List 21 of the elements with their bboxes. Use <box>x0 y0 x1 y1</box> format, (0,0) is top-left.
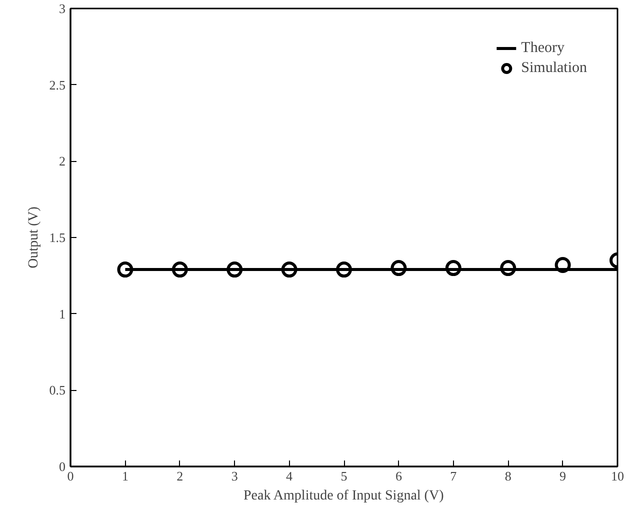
legend-label: Theory <box>521 40 564 56</box>
y-tick-label: 0.5 <box>49 382 66 398</box>
y-tick-label: 3 <box>59 1 66 16</box>
x-tick-label: 4 <box>286 468 294 484</box>
x-axis-title: Peak Amplitude of Input Signal (V) <box>243 488 444 504</box>
x-tick-label: 2 <box>176 468 184 484</box>
y-axis-title: Output (V) <box>26 206 42 268</box>
x-tick-label: 6 <box>395 468 402 484</box>
y-tick-label: 0 <box>59 459 66 474</box>
legend-label: Simulation <box>521 60 587 76</box>
x-tick-label: 1 <box>122 468 128 484</box>
x-tick-label: 3 <box>231 468 238 484</box>
y-tick-label: 1.5 <box>49 230 66 245</box>
x-tick-label: 7 <box>450 468 458 484</box>
x-tick-label: 10 <box>611 468 624 484</box>
x-tick-label: 5 <box>340 468 348 484</box>
y-tick-label: 2.5 <box>49 77 66 92</box>
x-tick-label: 8 <box>504 468 512 484</box>
y-tick-label: 2 <box>59 154 66 169</box>
y-tick-label: 1 <box>59 306 66 322</box>
x-tick-label: 9 <box>560 468 566 484</box>
